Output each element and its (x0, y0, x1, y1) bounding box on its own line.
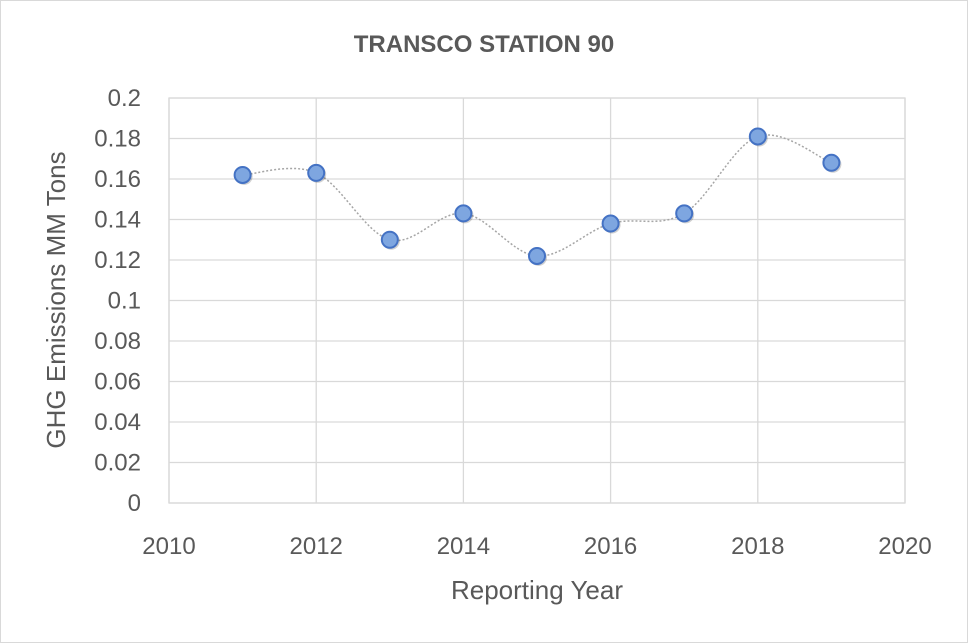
y-tick-label: 0 (128, 490, 141, 517)
data-point (380, 230, 399, 249)
y-tick-label: 0.12 (94, 247, 141, 274)
data-point (233, 165, 252, 184)
data-point (748, 127, 767, 146)
x-axis-label: Reporting Year (451, 575, 623, 605)
data-point (307, 163, 326, 182)
y-tick-label: 0.08 (94, 328, 141, 355)
y-tick-label: 0.06 (94, 369, 141, 396)
series-layer (233, 127, 842, 266)
y-tick-label: 0.18 (94, 126, 141, 153)
y-tick-label: 0.16 (94, 166, 141, 193)
x-tick-label: 2012 (290, 533, 343, 560)
y-axis-label: GHG Emissions MM Tons (41, 151, 71, 448)
chart-title: TRANSCO STATION 90 (354, 31, 614, 58)
grid (168, 97, 906, 504)
y-tick-label: 0.14 (94, 207, 141, 234)
data-point (822, 153, 841, 172)
y-axis-ticks: 0 0.02 0.04 0.06 0.08 0.1 0.12 0.14 0.16 0.18 0.2 (94, 85, 141, 517)
data-point (601, 214, 620, 233)
y-tick-label: 0.02 (94, 450, 141, 477)
x-axis-ticks: 2010 2012 2014 2016 2018 2020 (142, 533, 931, 560)
series-line (242, 134, 832, 257)
data-point (675, 204, 694, 223)
plot-area-border (168, 97, 906, 504)
data-point (454, 204, 473, 223)
x-tick-label: 2016 (584, 533, 637, 560)
y-tick-label: 0.1 (108, 288, 141, 315)
y-tick-label: 0.04 (94, 409, 141, 436)
x-tick-label: 2014 (437, 533, 490, 560)
y-tick-label: 0.2 (108, 85, 141, 112)
data-point (528, 246, 546, 265)
x-tick-label: 2020 (878, 533, 931, 560)
x-tick-label: 2010 (142, 533, 195, 560)
x-tick-label: 2018 (731, 533, 784, 560)
